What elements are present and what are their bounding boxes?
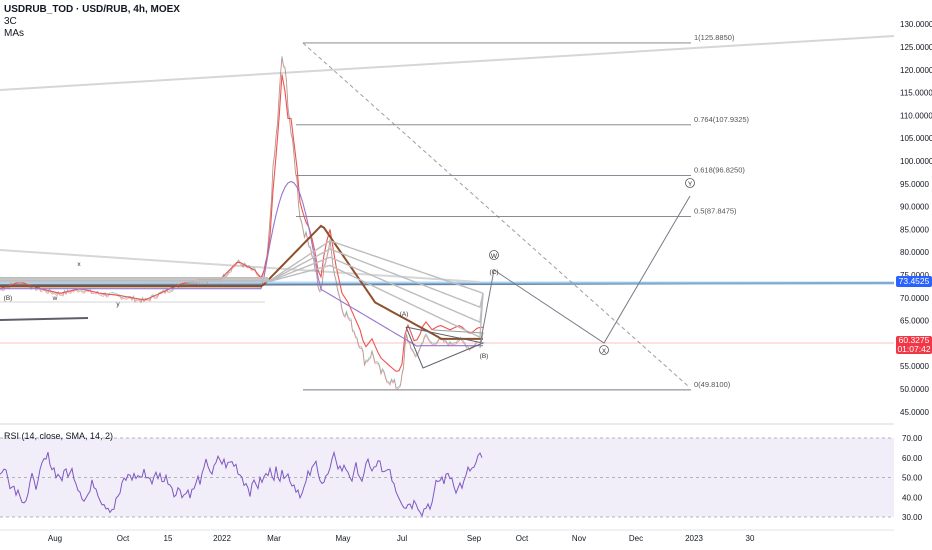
level-price-badge: 73.4525 — [896, 276, 932, 287]
time-tick-label: Oct — [516, 534, 529, 543]
ma-mid-line — [0, 180, 483, 347]
price-tick-label: 65.0000 — [900, 317, 929, 326]
time-tick-label: May — [335, 534, 350, 543]
price-tick-label: 110.0000 — [900, 111, 932, 120]
price-tick-label: 50.0000 — [900, 385, 929, 394]
rsi-tick-label: 40.00 — [902, 493, 923, 502]
wave-label: w — [52, 295, 58, 302]
rsi-legend[interactable]: RSI (14, close, SMA, 14, 2) — [4, 431, 114, 441]
wave-label: X — [602, 348, 607, 355]
price-tick-label: 80.0000 — [900, 248, 929, 257]
wave-label: Y — [688, 181, 693, 188]
price-tick-label: 120.0000 — [900, 66, 932, 75]
ma-slow-line — [0, 224, 483, 340]
wave-label: y — [116, 301, 120, 308]
fib-level-label: 1(125.8850) — [694, 33, 735, 42]
trend-line — [0, 35, 895, 91]
time-tick-label: 2022 — [213, 534, 231, 543]
symbol-title[interactable]: USDRUB_TOD · USD/RUB, 4h, MOEX — [4, 4, 180, 15]
wave-label: (A) — [400, 311, 409, 318]
fib-level-label: 0.5(87.8475) — [694, 206, 737, 215]
ma-grey-line — [0, 256, 484, 324]
time-tick-label: 15 — [164, 534, 173, 543]
fib-level-label: 0.764(107.9325) — [694, 115, 750, 124]
wave-label: (C) — [489, 269, 498, 276]
wave-label-circle — [685, 178, 695, 188]
price-tick-label: 85.0000 — [900, 225, 929, 234]
time-tick-label: Aug — [48, 534, 62, 543]
price-tick-label: 55.0000 — [900, 362, 929, 371]
triangle-pattern — [405, 326, 485, 369]
price-tick-label: 115.0000 — [900, 89, 932, 98]
ma-fast-line — [0, 74, 483, 372]
rsi-tick-label: 70.00 — [902, 434, 923, 443]
time-tick-label: Mar — [267, 534, 281, 543]
time-tick-label: Jul — [397, 534, 407, 543]
price-candles-up — [0, 56, 478, 389]
time-tick-label: 2023 — [685, 534, 703, 543]
chart-legend: USDRUB_TOD · USD/RUB, 4h, MOEX 3C MAs — [4, 4, 180, 40]
time-tick-label: Oct — [117, 534, 130, 543]
indicator-mas[interactable]: MAs — [4, 28, 24, 39]
indicator-3c[interactable]: 3C — [4, 16, 17, 27]
time-tick-label: 30 — [746, 534, 755, 543]
fib-level-label: 0.618(96.8250) — [694, 165, 745, 174]
trend-line-short — [0, 317, 89, 321]
price-tick-label: 130.0000 — [900, 20, 932, 29]
price-candles-down — [0, 57, 478, 390]
level-price-value: 73.4525 — [898, 276, 930, 286]
time-tick-label: Dec — [629, 534, 643, 543]
price-tick-label: 70.0000 — [900, 294, 929, 303]
wave-label: W — [491, 253, 498, 260]
price-tick-label: 125.0000 — [900, 43, 932, 52]
triangle-pattern-2 — [432, 329, 484, 349]
ma-grey-line — [0, 240, 484, 294]
price-tick-label: 105.0000 — [900, 134, 932, 143]
rsi-line — [0, 450, 483, 518]
price-tick-label: 75.0000 — [900, 271, 929, 280]
wave-label: (B) — [480, 353, 489, 360]
ma-grey-line — [0, 264, 484, 339]
price-tick-label: 95.0000 — [900, 180, 929, 189]
current-price-badge: 60.3275 01:07:42 — [896, 336, 932, 354]
price-tick-label: 100.0000 — [900, 157, 932, 166]
current-price-value: 60.3275 — [898, 335, 930, 345]
bar-countdown: 01:07:42 — [897, 344, 931, 354]
price-tick-label: 45.0000 — [900, 408, 929, 417]
ma-grey-line — [0, 248, 484, 309]
rsi-tick-label: 60.00 — [902, 454, 923, 463]
wave-label-circle — [599, 345, 609, 355]
price-tick-label: 90.0000 — [900, 203, 929, 212]
rsi-tick-label: 30.00 — [902, 513, 923, 522]
time-tick-label: Sep — [467, 534, 482, 543]
time-tick-label: Nov — [572, 534, 586, 543]
wave-label-circle — [489, 250, 499, 260]
wave-label: x — [77, 261, 81, 268]
dashed-diagonal — [302, 42, 689, 387]
projection-path — [479, 195, 691, 346]
rsi-tick-label: 50.00 — [902, 474, 923, 483]
wave-label: (B) — [4, 295, 13, 302]
fib-level-label: 0(49.8100) — [694, 380, 731, 389]
